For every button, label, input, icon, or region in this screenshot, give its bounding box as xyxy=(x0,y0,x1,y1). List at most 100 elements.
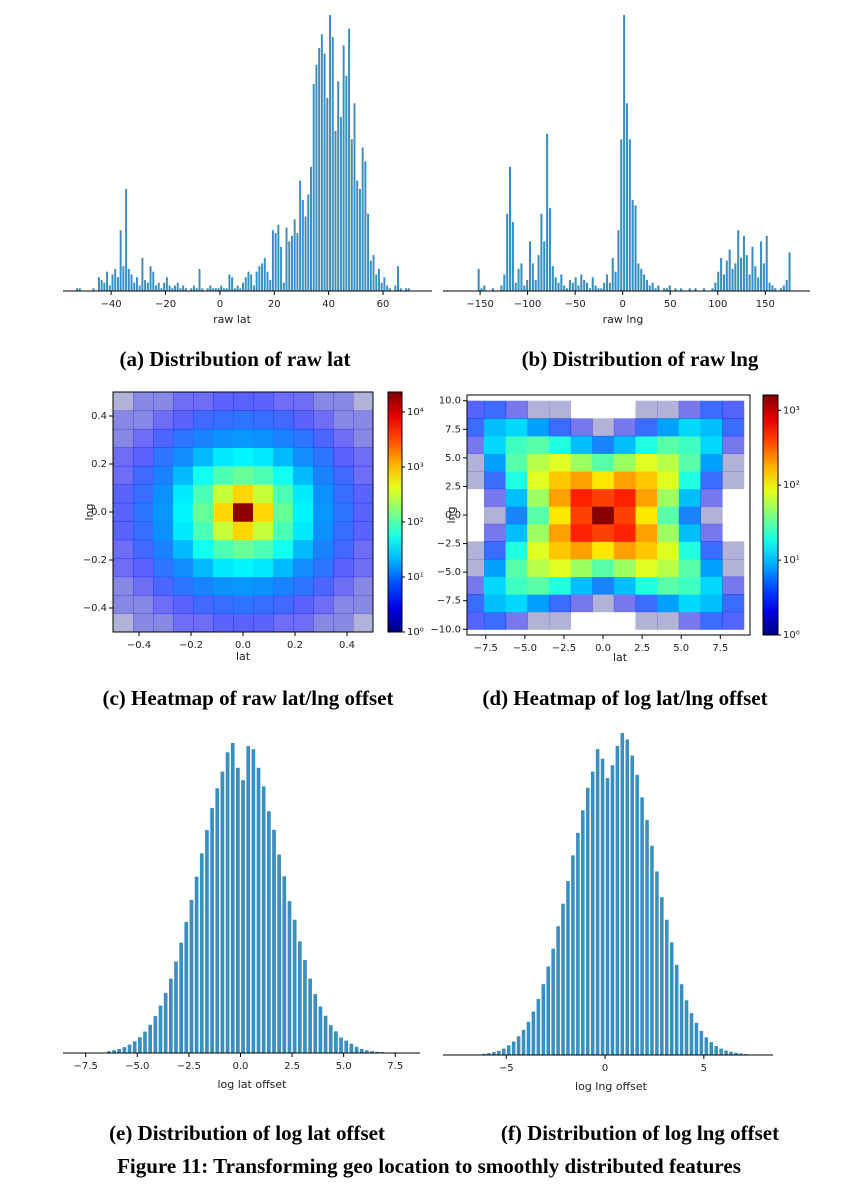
x-tick-label: −40 xyxy=(101,299,122,310)
heatmap-cell xyxy=(193,521,214,541)
y-axis-label: lng xyxy=(83,503,96,520)
bar xyxy=(531,1011,536,1055)
bar xyxy=(127,1044,132,1053)
bar xyxy=(576,832,580,1055)
bar xyxy=(595,749,600,1055)
heatmap-cell xyxy=(483,400,507,419)
heatmap-cell xyxy=(253,484,274,504)
bar xyxy=(236,285,239,291)
heatmap-cell xyxy=(613,488,637,507)
bar xyxy=(548,208,551,291)
heatmap-cell xyxy=(153,465,174,485)
heatmap-cell xyxy=(570,418,593,437)
colorbar xyxy=(762,394,779,636)
heatmap-cell xyxy=(333,484,354,504)
bar xyxy=(78,288,81,291)
bar xyxy=(348,28,351,292)
heatmap-cell xyxy=(657,594,680,613)
bar xyxy=(222,288,225,291)
bar xyxy=(748,274,751,291)
heatmap-cell xyxy=(353,428,373,448)
heatmap-cell xyxy=(353,558,373,578)
subfigure-caption: (c) Heatmap of raw lat/lng offset xyxy=(102,686,393,710)
heatmap-cell xyxy=(353,539,373,559)
heatmap-cell xyxy=(505,418,528,437)
heatmap-cells xyxy=(113,392,373,632)
heatmap-cell xyxy=(592,435,615,454)
x-tick-label: −2.5 xyxy=(552,643,576,654)
bar xyxy=(247,271,250,291)
bar xyxy=(720,257,723,291)
x-tick-label: 7.5 xyxy=(712,643,728,654)
heatmap-cell xyxy=(678,611,701,630)
bar xyxy=(217,288,220,291)
x-axis-label: lat xyxy=(236,650,251,663)
bar xyxy=(318,1006,323,1053)
heatmap-cell xyxy=(313,613,334,632)
heatmap-cell xyxy=(333,595,354,615)
bar xyxy=(788,252,791,291)
heatmap-cell xyxy=(722,524,744,542)
bar xyxy=(236,767,240,1053)
heatmap-cell xyxy=(570,594,593,613)
heatmap-cell xyxy=(505,558,528,578)
bar xyxy=(326,97,329,291)
bar xyxy=(339,1037,343,1053)
heatmap-cell xyxy=(133,576,154,596)
bar xyxy=(304,216,307,291)
bar xyxy=(660,897,664,1055)
bar xyxy=(526,279,529,291)
bar xyxy=(290,235,293,291)
heatmap-cell xyxy=(635,435,658,454)
bar xyxy=(714,1045,718,1055)
bar xyxy=(648,285,651,291)
heatmap-cell xyxy=(313,595,334,615)
heatmap-cell xyxy=(173,484,194,504)
bar xyxy=(323,1015,328,1053)
bar xyxy=(184,288,187,291)
bar xyxy=(299,180,302,291)
heatmap-cell xyxy=(273,539,294,559)
bar xyxy=(271,230,274,291)
bar xyxy=(277,854,282,1053)
heatmap-cell xyxy=(193,447,214,467)
heatmap-cell xyxy=(722,576,745,595)
x-tick-label: −5 xyxy=(499,1063,514,1074)
bar xyxy=(782,285,785,291)
heatmap-cell xyxy=(213,465,234,485)
heatmap-cell xyxy=(233,613,254,632)
bar xyxy=(590,771,595,1055)
x-tick-label: −5.0 xyxy=(513,643,537,654)
heatmap-cell xyxy=(483,418,507,437)
bar xyxy=(503,274,506,291)
heatmap-cell xyxy=(193,539,214,559)
heatmap-cell xyxy=(505,506,528,525)
heatmap-cell xyxy=(253,502,274,522)
bar xyxy=(536,998,541,1055)
bar xyxy=(239,288,242,291)
heatmap-cell xyxy=(678,576,701,595)
bar xyxy=(768,282,771,291)
heatmap-cell xyxy=(467,400,485,419)
heatmap-cell xyxy=(527,471,550,490)
heatmap-cell xyxy=(353,521,373,541)
heatmap-cell xyxy=(273,410,294,430)
bar xyxy=(757,277,760,291)
bar xyxy=(779,288,783,291)
x-axis-label: log lat offset xyxy=(218,1078,288,1091)
heatmap-cell xyxy=(505,488,528,507)
x-tick-label: 50 xyxy=(664,299,677,310)
heatmap-cell xyxy=(722,471,745,490)
x-tick-label: −0.4 xyxy=(127,640,151,651)
bar xyxy=(668,285,671,291)
bar xyxy=(600,758,605,1055)
bar xyxy=(383,277,386,291)
x-tick-label: 5.0 xyxy=(336,1061,352,1072)
bar xyxy=(557,282,560,291)
heatmap-cell xyxy=(313,465,334,485)
heatmap-cell xyxy=(213,521,234,541)
bar xyxy=(303,960,307,1053)
heatmap-cell xyxy=(213,613,234,632)
bar xyxy=(176,282,179,291)
bar xyxy=(130,274,133,291)
